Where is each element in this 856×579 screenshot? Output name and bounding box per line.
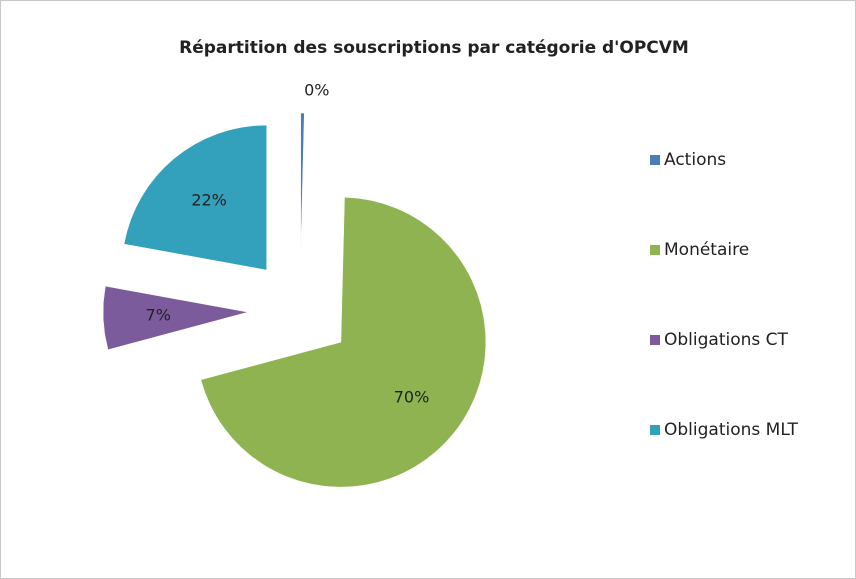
data-label: 0% [304, 81, 329, 100]
pie-slice [200, 196, 487, 488]
legend-swatch [650, 245, 660, 255]
data-label: 22% [191, 191, 227, 210]
chart-title: Répartition des souscriptions par catégo… [179, 38, 689, 58]
legend-swatch [650, 425, 660, 435]
pie-slice [300, 112, 305, 259]
pie-slice [102, 285, 249, 351]
legend-label: Actions [664, 150, 726, 170]
pie-slice [123, 124, 267, 271]
legend-swatch [650, 335, 660, 345]
legend-label: Obligations MLT [664, 420, 798, 440]
data-label: 70% [394, 387, 430, 406]
legend-label: Obligations CT [664, 330, 789, 350]
legend-label: Monétaire [664, 240, 749, 260]
data-label: 7% [146, 305, 171, 324]
legend-swatch [650, 155, 660, 165]
